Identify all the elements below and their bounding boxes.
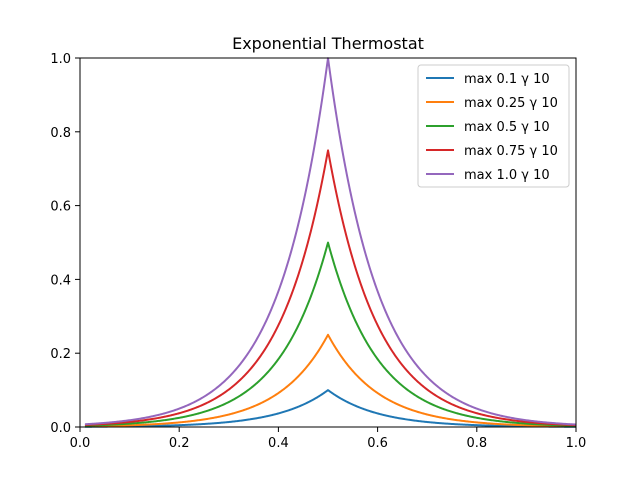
legend-label-2: max 0.5 γ 10	[464, 120, 550, 135]
series-line-0	[84, 389, 577, 428]
series-line-3	[84, 149, 577, 427]
x-tick-label-0: 0.0	[70, 436, 91, 451]
y-tick-label-0: 0.0	[50, 421, 71, 436]
y-tick-label-2: 0.4	[50, 273, 71, 288]
y-tick-label-1: 0.2	[50, 347, 71, 362]
x-tick-label-5: 1.0	[566, 436, 587, 451]
y-tick-label-3: 0.6	[50, 200, 71, 215]
chart-title: Exponential Thermostat	[232, 34, 424, 53]
axes-frame	[79, 57, 577, 428]
axes: 0.0 0.2 0.4 0.6 0.8 1.0 0.0 0.2 0.4 0.6 0.8 1.0	[50, 52, 586, 451]
series-line-4	[84, 57, 577, 426]
x-tick-label-4: 0.8	[466, 436, 487, 451]
legend-label-3: max 0.75 γ 10	[464, 144, 558, 159]
legend-box	[417, 64, 570, 188]
series-line-2	[84, 241, 577, 427]
x-tick-label-1: 0.2	[169, 436, 190, 451]
x-tick-label-2: 0.4	[268, 436, 289, 451]
legend-label-0: max 0.1 γ 10	[464, 72, 550, 87]
y-tick-label-4: 0.8	[50, 126, 71, 141]
series-line-1	[84, 333, 577, 428]
legend-label-1: max 0.25 γ 10	[464, 96, 558, 111]
x-tick-label-3: 0.6	[367, 436, 388, 451]
legend-label-4: max 1.0 γ 10	[464, 168, 550, 183]
y-tick-label-5: 1.0	[50, 52, 71, 67]
legend: max 0.1 γ 10 max 0.25 γ 10 max 0.5 γ 10 max…	[417, 64, 570, 188]
